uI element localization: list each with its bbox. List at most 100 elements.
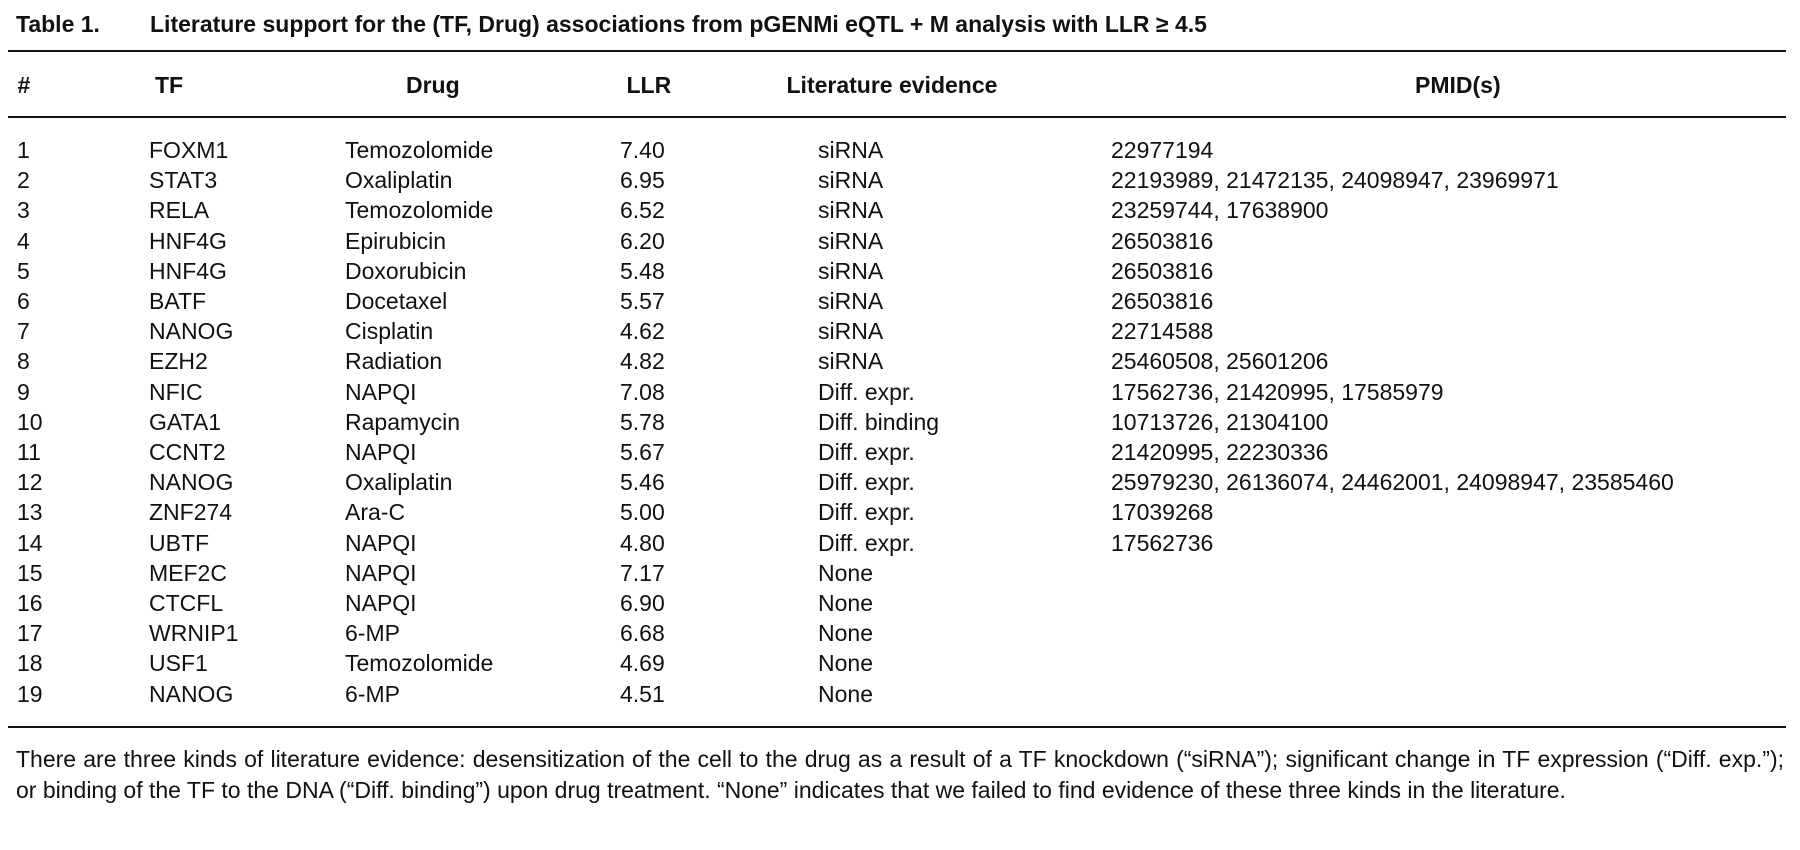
row-number-cell: 18	[17, 650, 43, 677]
pmids-cell: 17039268	[1111, 499, 1214, 526]
llr-cell: 7.40	[620, 137, 665, 163]
drug-cell: NAPQI	[345, 529, 417, 556]
tf-cell: UBTF	[149, 529, 210, 556]
table-title: Literature support for the (TF, Drug) as…	[150, 11, 1207, 37]
llr-cell: 5.48	[620, 257, 665, 284]
tf-cell: NANOG	[149, 680, 234, 707]
tf-cell: CCNT2	[149, 439, 226, 465]
evidence-cell: Diff. expr.	[818, 499, 915, 526]
evidence-cell: Diff. expr.	[818, 378, 915, 405]
tf-cell: NANOG	[149, 318, 234, 345]
drug-cell: Temozolomide	[345, 137, 494, 163]
tf-cell: NFIC	[149, 378, 203, 405]
evidence-cell: siRNA	[818, 227, 884, 254]
llr-cell: 4.80	[620, 529, 665, 556]
drug-cell: Temozolomide	[345, 197, 494, 224]
pmids-cell: 22714588	[1111, 318, 1214, 345]
tf-cell: EZH2	[149, 348, 208, 375]
llr-cell: 6.68	[620, 620, 665, 647]
drug-cell: Cisplatin	[345, 318, 434, 345]
tf-cell: WRNIP1	[149, 620, 239, 647]
pmids-cell: 25979230, 26136074, 24462001, 24098947, …	[1111, 469, 1674, 496]
llr-cell: 5.00	[620, 499, 665, 526]
row-number-cell: 2	[17, 167, 30, 194]
bottom-rule	[8, 726, 1786, 728]
table-footnote: There are three kinds of literature evid…	[16, 746, 1784, 803]
top-rule	[8, 50, 1786, 52]
evidence-cell: siRNA	[818, 167, 884, 194]
evidence-cell: None	[818, 680, 873, 707]
tf-cell: BATF	[149, 288, 207, 314]
evidence-cell: siRNA	[818, 318, 884, 345]
drug-cell: Temozolomide	[345, 650, 494, 677]
pmids-cell: 17562736, 21420995, 17585979	[1111, 378, 1444, 405]
llr-cell: 6.90	[620, 590, 665, 616]
tf-cell: RELA	[149, 197, 210, 224]
pmids-cell: 10713726, 21304100	[1111, 408, 1329, 435]
row-number-cell: 4	[17, 227, 30, 254]
tf-cell: NANOG	[149, 469, 234, 496]
tf-cell: FOXM1	[149, 137, 229, 163]
drug-cell: NAPQI	[345, 590, 417, 616]
llr-cell: 4.62	[620, 318, 665, 345]
evidence-cell: None	[818, 650, 873, 677]
row-number-cell: 13	[17, 499, 43, 526]
evidence-cell: siRNA	[818, 348, 884, 375]
drug-cell: NAPQI	[345, 378, 417, 405]
llr-cell: 4.82	[620, 348, 665, 375]
row-number-cell: 5	[17, 257, 30, 284]
llr-cell: 4.51	[620, 680, 665, 707]
evidence-cell: None	[818, 559, 873, 586]
drug-cell: Oxaliplatin	[345, 469, 453, 496]
pmids-cell: 25460508, 25601206	[1111, 348, 1329, 375]
drug-cell: 6-MP	[345, 620, 400, 647]
llr-cell: 6.20	[620, 227, 665, 254]
drug-cell: Rapamycin	[345, 408, 461, 435]
tf-cell: CTCFL	[149, 590, 224, 616]
row-number-cell: 19	[17, 680, 43, 707]
row-number-cell: 3	[17, 197, 30, 224]
table-label: Table 1.	[16, 11, 100, 37]
drug-cell: Ara-C	[345, 499, 406, 526]
evidence-cell: None	[818, 620, 873, 647]
pmids-cell: 22977194	[1111, 137, 1214, 163]
column-header: Drug	[406, 72, 460, 98]
row-number-cell: 7	[17, 318, 30, 345]
drug-cell: Epirubicin	[345, 227, 446, 254]
evidence-cell: None	[818, 590, 873, 616]
tf-cell: STAT3	[149, 167, 218, 194]
row-number-cell: 12	[17, 469, 43, 496]
llr-cell: 7.08	[620, 378, 665, 405]
pmids-cell: 26503816	[1111, 288, 1214, 314]
llr-cell: 5.78	[620, 408, 665, 435]
pmids-cell: 26503816	[1111, 227, 1214, 254]
column-header: #	[17, 72, 31, 98]
drug-cell: Doxorubicin	[345, 257, 467, 284]
llr-cell: 5.57	[620, 288, 665, 314]
drug-cell: Radiation	[345, 348, 443, 375]
pmids-cell: 23259744, 17638900	[1111, 197, 1329, 224]
pmids-cell: 22193989, 21472135, 24098947, 23969971	[1111, 167, 1559, 194]
drug-cell: NAPQI	[345, 559, 417, 586]
drug-cell: Oxaliplatin	[345, 167, 453, 194]
tf-cell: ZNF274	[149, 499, 233, 526]
llr-cell: 6.52	[620, 197, 665, 224]
column-header: TF	[155, 72, 184, 98]
llr-cell: 7.17	[620, 559, 665, 586]
llr-cell: 4.69	[620, 650, 665, 677]
row-number-cell: 14	[17, 529, 43, 556]
tf-cell: GATA1	[149, 408, 221, 435]
row-number-cell: 15	[17, 559, 43, 586]
evidence-cell: Diff. expr.	[818, 439, 915, 465]
evidence-cell: Diff. expr.	[818, 529, 915, 556]
row-number-cell: 16	[17, 590, 43, 616]
tf-cell: HNF4G	[149, 227, 227, 254]
llr-cell: 6.95	[620, 167, 665, 194]
tf-cell: HNF4G	[149, 257, 227, 284]
row-number-cell: 9	[17, 378, 30, 405]
evidence-cell: Diff. expr.	[818, 469, 915, 496]
row-number-cell: 17	[17, 620, 43, 647]
tf-cell: USF1	[149, 650, 208, 677]
row-number-cell: 6	[17, 288, 30, 314]
